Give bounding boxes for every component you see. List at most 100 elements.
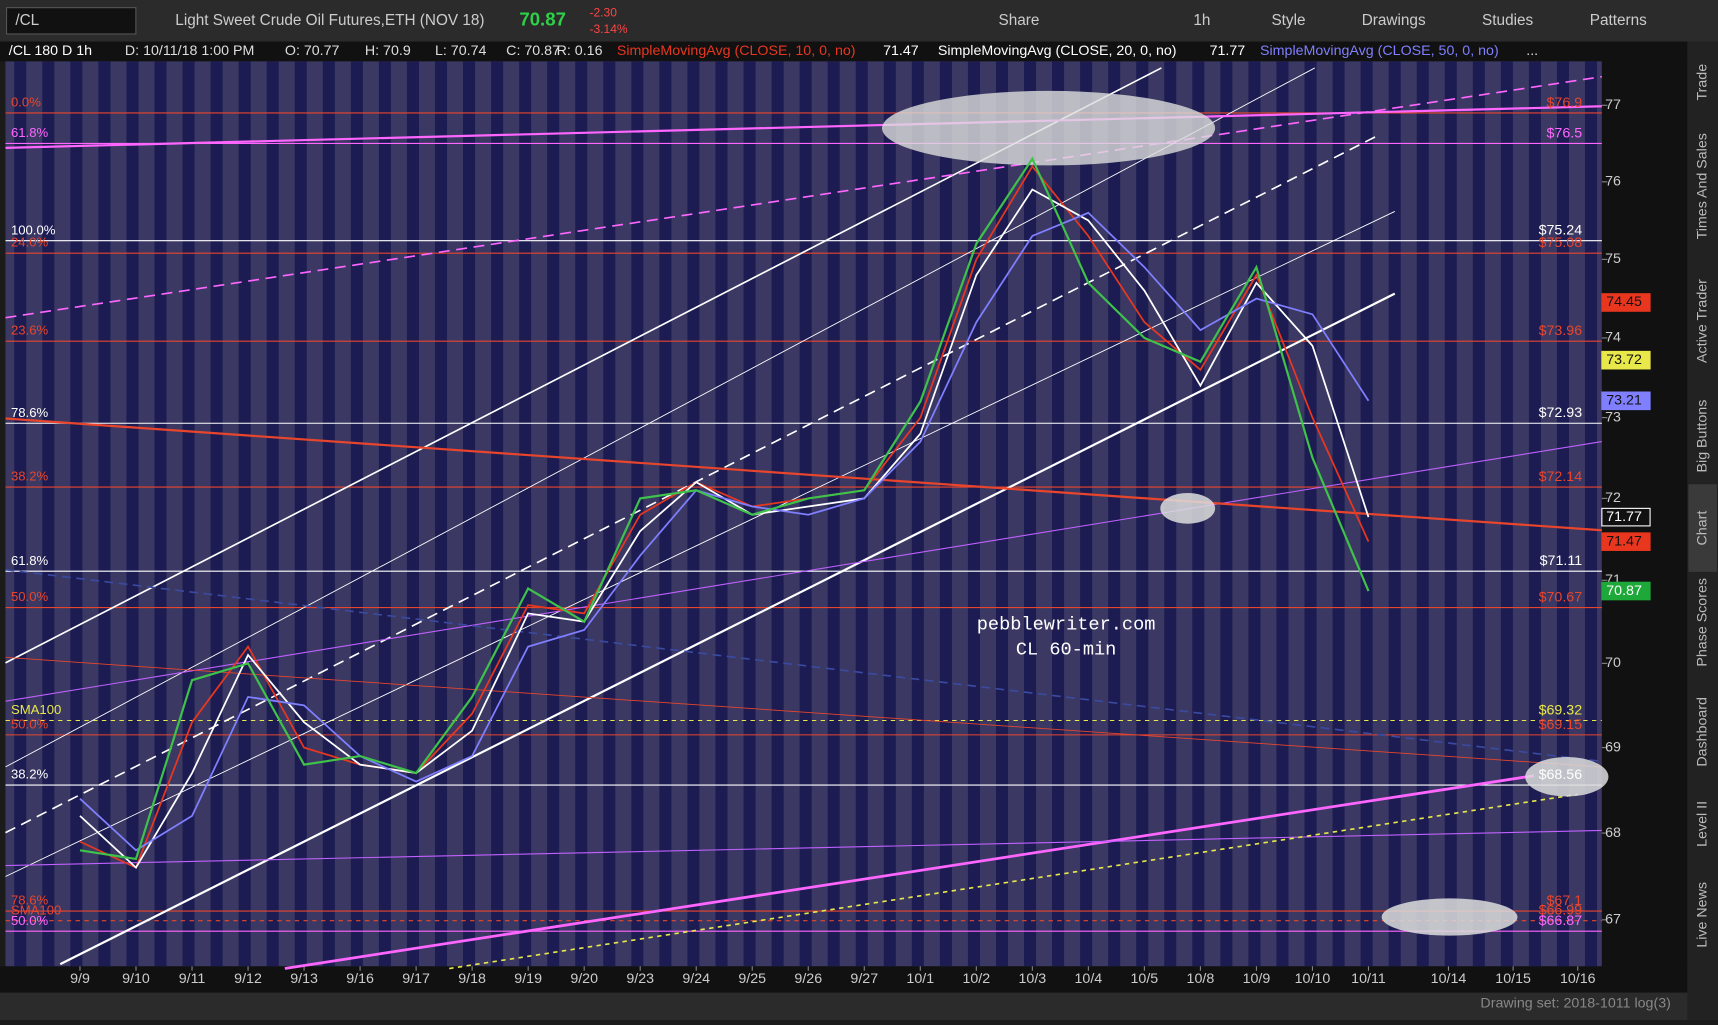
- trendline: [5, 67, 1162, 664]
- trendline: [5, 136, 1376, 834]
- session-stripe: [1304, 61, 1317, 967]
- drawings: [5, 67, 1609, 970]
- session-stripe: [883, 61, 896, 967]
- price-tag-label: 74.45: [1606, 294, 1642, 310]
- level-label: SMA100: [11, 702, 61, 717]
- level-label: 38.2%: [11, 767, 49, 782]
- toolbar-button[interactable]: Drawings: [1362, 12, 1426, 29]
- x-tick-label: 9/12: [234, 971, 262, 987]
- x-tick-label: 9/19: [514, 971, 542, 987]
- price-tag: [1601, 293, 1651, 312]
- session-stripe: [1444, 61, 1457, 967]
- y-tick-label: 67: [1605, 912, 1621, 928]
- session-stripe: [1052, 61, 1065, 967]
- sma-name: SimpleMovingAvg (CLOSE, 50, 0, no): [1260, 43, 1499, 59]
- watermark: CL 60-min: [1016, 639, 1117, 661]
- sidebar-tab[interactable]: Active Trader: [1694, 279, 1710, 363]
- x-tick-label: 9/9: [70, 971, 90, 987]
- x-tick-label: 10/11: [1351, 971, 1386, 987]
- x-tick-label: 10/16: [1560, 971, 1596, 987]
- session-stripe: [210, 61, 223, 967]
- date: D: 10/11/18 1:00 PM: [125, 43, 255, 59]
- sidebar-tab[interactable]: Trade: [1694, 64, 1710, 101]
- session-stripe: [1500, 61, 1513, 967]
- level-price: $72.93: [1539, 405, 1583, 421]
- trendline: [59, 292, 1396, 966]
- level-price: $66.99: [1539, 903, 1583, 919]
- session-stripe: [491, 61, 504, 967]
- scrollbar[interactable]: [0, 992, 1688, 1020]
- toolbar-button[interactable]: 1h: [1193, 12, 1210, 29]
- session-stripe: [1332, 61, 1345, 967]
- session-stripe: [1472, 61, 1485, 967]
- level-price: $67.1: [1547, 893, 1583, 909]
- session-stripe: [603, 61, 616, 967]
- toolbar-button[interactable]: Patterns: [1590, 12, 1647, 29]
- drawing-set: Drawing set: 2018-1011 log(3): [1480, 995, 1670, 1011]
- highlight-oval: [882, 90, 1216, 166]
- session-stripe: [1584, 61, 1598, 967]
- price-tag: [1601, 507, 1651, 527]
- price-line: [79, 211, 1370, 852]
- y-tick-label: 75: [1605, 251, 1621, 267]
- session-stripe: [1248, 61, 1261, 967]
- level-price: $71.11: [1540, 553, 1583, 569]
- high: H: 70.9: [365, 43, 411, 59]
- sma-name: SimpleMovingAvg (CLOSE, 20, 0, no): [938, 43, 1177, 59]
- change: -2.30: [589, 5, 617, 19]
- toolbar-button[interactable]: Studies: [1482, 12, 1533, 29]
- y-tick-label: 70: [1605, 655, 1621, 671]
- session-stripe: [1024, 61, 1037, 967]
- session-stripe: [1108, 61, 1121, 967]
- trendline: [449, 793, 1578, 970]
- session-stripe: [238, 61, 251, 967]
- sidebar-tab[interactable]: Dashboard: [1694, 697, 1710, 767]
- trendline: [5, 67, 1316, 768]
- session-stripe: [547, 61, 560, 967]
- session-stripe: [827, 61, 840, 967]
- level-price: $72.14: [1539, 469, 1583, 485]
- session-stripe: [1528, 61, 1541, 967]
- toolbar-button[interactable]: Style: [1271, 12, 1305, 29]
- price-tag: [1601, 532, 1651, 551]
- trendline: [5, 829, 1602, 867]
- x-tick-label: 10/3: [1018, 971, 1046, 987]
- level-label: 24.0%: [11, 235, 49, 250]
- sidebar-tab[interactable]: Big Buttons: [1694, 400, 1710, 473]
- session-stripe: [294, 61, 307, 967]
- sidebar-tab[interactable]: Chart: [1694, 511, 1710, 546]
- level-price: $73.96: [1539, 323, 1583, 339]
- x-tick-label: 10/1: [906, 971, 934, 987]
- level-price: $70.67: [1539, 589, 1583, 605]
- level-label: SMA100: [11, 902, 61, 917]
- y-tick-label: 69: [1605, 739, 1621, 755]
- x-tick-label: 10/2: [962, 971, 990, 987]
- session-stripe: [1136, 61, 1149, 967]
- toolbar: [0, 0, 1718, 42]
- session-stripe: [715, 61, 728, 967]
- session-stripe: [70, 61, 83, 967]
- x-tick-label: 9/23: [626, 971, 654, 987]
- level-label: 0.0%: [11, 95, 41, 110]
- price-tag: [1601, 581, 1651, 601]
- range: R: 0.16: [557, 43, 603, 59]
- session-stripe: [855, 61, 868, 967]
- sidebar-tab[interactable]: Level II: [1694, 801, 1710, 847]
- session-stripe: [182, 61, 195, 967]
- session-stripe: [687, 61, 700, 967]
- session-stripe: [631, 61, 644, 967]
- session-stripe: [463, 61, 476, 967]
- sidebar-tab[interactable]: Phase Scores: [1694, 578, 1710, 667]
- level-price: $76.5: [1547, 125, 1583, 141]
- x-tick-label: 9/11: [179, 971, 206, 987]
- symbol-box[interactable]: [6, 7, 137, 35]
- level-label: 50.0%: [11, 589, 49, 604]
- x-tick-label: 9/26: [794, 971, 822, 987]
- more: ...: [1526, 43, 1538, 59]
- sidebar-tab[interactable]: Times And Sales: [1694, 133, 1710, 239]
- sidebar-tab[interactable]: Live News: [1694, 882, 1710, 948]
- toolbar-button[interactable]: Share: [999, 12, 1040, 29]
- session-stripe: [1276, 61, 1289, 967]
- level-price: $69.15: [1539, 717, 1583, 733]
- study: /CL 180 D 1h: [9, 43, 92, 59]
